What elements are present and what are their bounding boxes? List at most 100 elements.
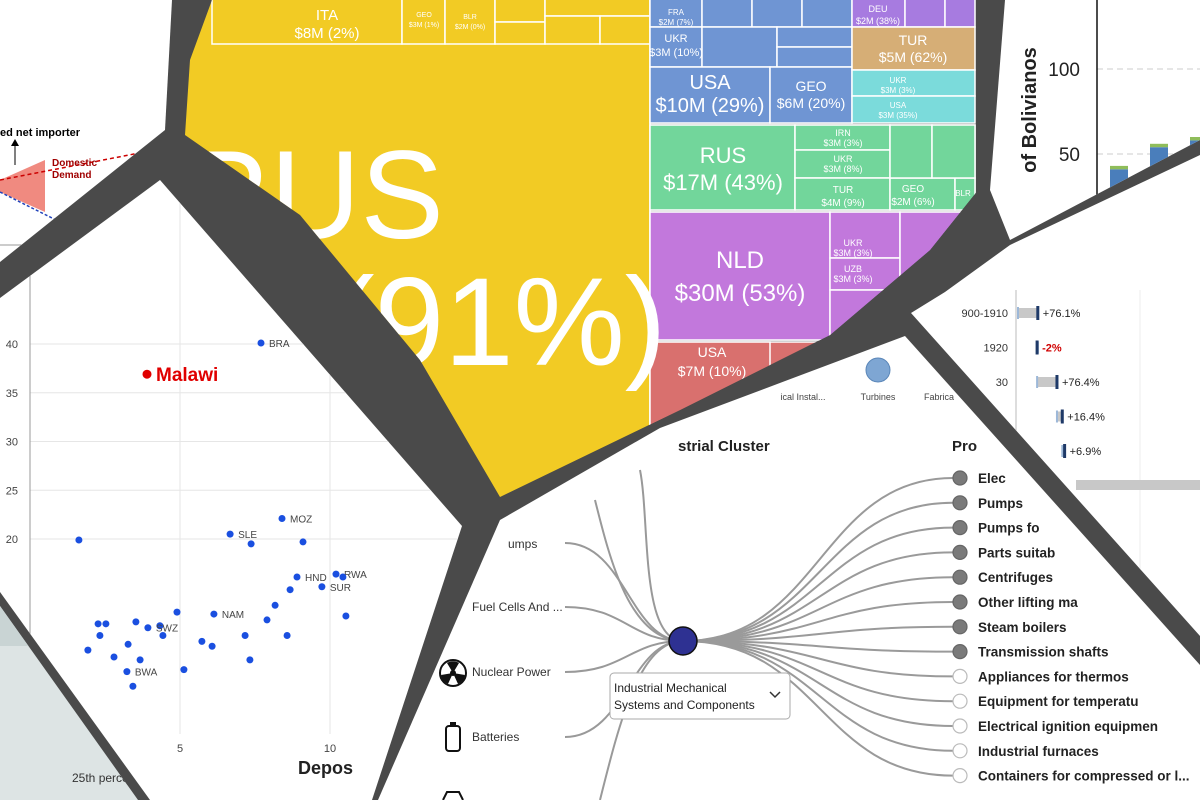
end-marker: [1055, 375, 1059, 389]
value-label: +76.1%: [1043, 308, 1081, 320]
point-label: BRA: [269, 339, 290, 350]
link: [682, 640, 954, 727]
point: [156, 622, 164, 630]
node-label: ical Instal...: [780, 392, 825, 402]
value-label: +76.4%: [1062, 377, 1100, 389]
point-label: BWA: [135, 668, 158, 679]
y-tick-label: 40: [6, 339, 18, 351]
point: [159, 632, 167, 640]
tile-value: $8M (2%): [294, 25, 359, 42]
link: [682, 526, 954, 642]
product-node: [952, 743, 968, 759]
product-label: Equipment for temperatu: [978, 694, 1139, 709]
link: [682, 501, 954, 642]
product-label: Other lifting ma: [978, 595, 1078, 610]
point-label: HND: [305, 573, 327, 584]
end-marker: [1060, 409, 1064, 424]
tile-value: $4M (9%): [821, 198, 864, 209]
tile-label: FRA: [668, 8, 685, 17]
tile-label: USA: [698, 344, 727, 360]
bar: [1018, 308, 1038, 318]
product-label: Parts suitab: [978, 545, 1055, 560]
y-tick-label: 50: [1059, 145, 1080, 166]
link: [682, 477, 954, 642]
start-marker: [1055, 410, 1058, 423]
point: [286, 586, 294, 594]
tile-label: NLD: [716, 247, 764, 274]
product-node: [952, 668, 968, 685]
tile-value: $17M (43%): [663, 170, 783, 195]
point: [96, 632, 104, 640]
point: [102, 620, 110, 628]
link: [682, 640, 954, 703]
link: [682, 551, 954, 642]
input-label: Nuclear Power: [472, 665, 551, 679]
point: [241, 632, 249, 640]
tile-value: $30M (53%): [675, 280, 806, 307]
point: [299, 538, 307, 546]
tile-value: $2M (7%): [659, 18, 694, 27]
bar: [1037, 377, 1057, 387]
point-label: NAM: [222, 610, 244, 621]
product-label: Pumps fo: [978, 521, 1040, 536]
product-node: [952, 619, 968, 635]
value-label: +16.4%: [1067, 412, 1105, 424]
tile-label: RUS: [700, 143, 746, 168]
label: Demand: [52, 170, 91, 181]
point: [246, 656, 254, 664]
point: [226, 530, 234, 538]
dropdown-label: Industrial Mechanical: [614, 681, 727, 695]
end-marker: [1036, 306, 1040, 320]
point: [129, 682, 137, 690]
column-header: strial Cluster: [678, 438, 770, 455]
product-node: [952, 767, 968, 784]
point: [142, 369, 152, 379]
tile-label: GEO: [795, 78, 826, 94]
point: [198, 637, 206, 645]
product-label: Transmission shafts: [978, 645, 1109, 660]
point: [136, 656, 144, 664]
tile-value: $2M (38%): [856, 16, 900, 26]
product-node: [952, 519, 968, 536]
tile-value: $2M (0%): [455, 24, 485, 31]
point-label: SUR: [330, 583, 351, 594]
y-tick-label: 30: [6, 437, 18, 449]
label: Domestic: [52, 158, 97, 169]
point-label: SWZ: [156, 624, 178, 635]
point: [318, 583, 326, 591]
x-tick-label: 5: [177, 743, 183, 755]
y-tick-label: 35: [6, 388, 18, 400]
tile-value: $3M (3%): [823, 138, 862, 148]
tile-value: $3M (1%): [409, 22, 439, 29]
product-label: Containers for compressed or l...: [978, 769, 1190, 784]
input-label: Batteries: [472, 730, 519, 744]
dropdown[interactable]: [609, 672, 791, 720]
point: [283, 632, 291, 640]
tile-label: UKR: [890, 76, 907, 85]
tile-label: DEU: [868, 4, 887, 14]
product-node: [952, 569, 968, 585]
point: [342, 612, 350, 620]
product-node: [952, 643, 968, 660]
tile-value: $10M (29%): [656, 95, 765, 117]
tile-value: $3M (3%): [833, 248, 872, 258]
tile-label: BLR: [955, 189, 971, 198]
product-node: [952, 495, 968, 511]
tile-value: $3M (8%): [823, 164, 862, 174]
start-marker: [1036, 376, 1039, 388]
product-node: [952, 544, 968, 561]
link: [682, 640, 954, 752]
point: [293, 573, 301, 581]
point: [332, 570, 340, 578]
tile-label: RUS: [180, 126, 444, 265]
point: [94, 620, 102, 628]
link: [682, 601, 954, 642]
point: [180, 666, 188, 674]
tile-label: UZB: [844, 264, 862, 274]
input-label: umps: [508, 537, 537, 551]
point: [208, 642, 216, 650]
point: [339, 573, 347, 581]
tile-value: $3M (3%): [881, 86, 916, 95]
product-label: Centrifuges: [978, 570, 1053, 585]
